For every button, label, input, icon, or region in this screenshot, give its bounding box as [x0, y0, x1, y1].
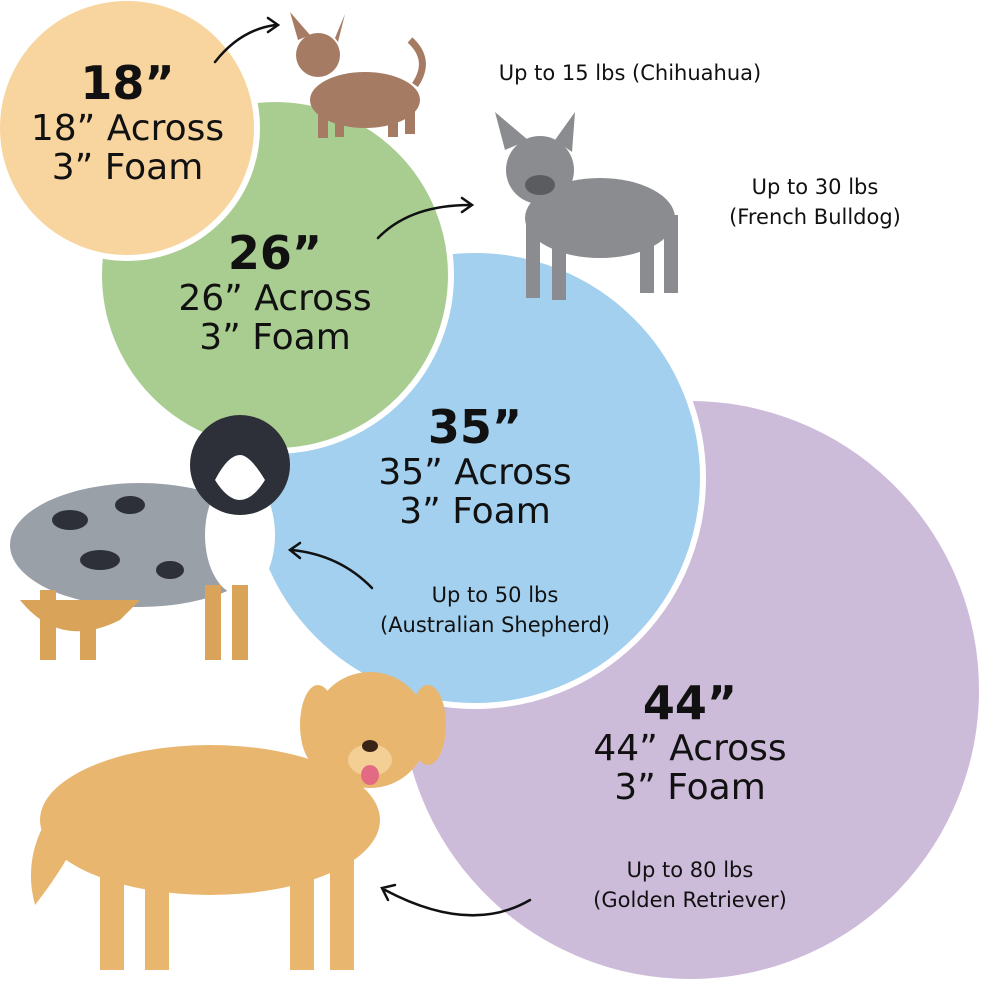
bed-44-across: 44” Across [593, 727, 787, 769]
bed-35-size: 35” [427, 400, 523, 454]
bed-44-size: 44” [642, 676, 738, 730]
bed-35-label: 35” 35” Across 3” Foam [335, 402, 615, 532]
bed-26-capacity: Up to 30 lbs (French Bulldog) [680, 172, 950, 233]
bed-26-size: 26” [227, 226, 323, 280]
bed-18-across: 18” Across [30, 107, 225, 149]
capacity-breed: (Golden Retriever) [593, 888, 787, 913]
bed-35-foam: 3” Foam [399, 491, 551, 533]
bed-26-foam: 3” Foam [199, 317, 351, 359]
bed-44-foam: 3” Foam [614, 767, 766, 809]
bed-35-across: 35” Across [378, 451, 572, 493]
australian-shepherd-illustration [10, 415, 290, 660]
chihuahua-illustration [290, 12, 426, 138]
french-bulldog-illustration [495, 112, 678, 300]
arrow-icon [380, 883, 397, 902]
bed-26-label: 26” 26” Across 3” Foam [140, 228, 410, 358]
capacity-breed: (French Bulldog) [729, 205, 901, 230]
bed-26-across: 26” Across [178, 277, 372, 319]
arrow-icon [287, 541, 302, 560]
capacity-breed: (Australian Shepherd) [380, 613, 610, 638]
capacity-weight: Up to 30 lbs [751, 175, 879, 199]
bed-18-foam: 3” Foam [51, 147, 204, 189]
capacity-weight: Up to 50 lbs [431, 583, 559, 607]
bed-18-capacity: Up to 15 lbs (Chihuahua) [498, 61, 762, 85]
arrow-icon [290, 548, 374, 590]
golden-retriever-illustration [30, 672, 446, 970]
arrow-icon [213, 23, 277, 64]
arrow-icon [460, 196, 475, 214]
bed-18-label: 18” 18” Across 3” Foam [10, 58, 245, 188]
bed-44-capacity: Up to 80 lbs (Golden Retriever) [545, 855, 835, 916]
arrow-icon [376, 203, 472, 240]
arrow-icon [383, 888, 532, 917]
capacity-weight: Up to 80 lbs [626, 858, 754, 882]
bed-44-label: 44” 44” Across 3” Foam [540, 678, 840, 808]
arrow-icon [266, 16, 281, 34]
bed-18-size: 18” [80, 56, 175, 110]
bed-35-capacity: Up to 50 lbs (Australian Shepherd) [360, 580, 630, 641]
bed-18-circle [0, 0, 260, 261]
